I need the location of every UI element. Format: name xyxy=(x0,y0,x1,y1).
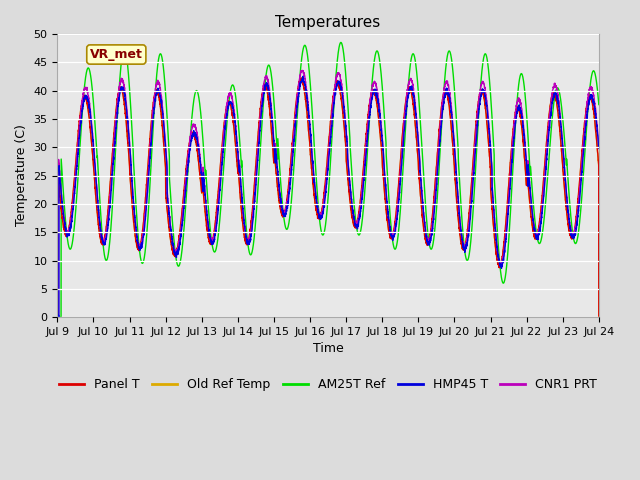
Text: VR_met: VR_met xyxy=(90,48,143,61)
Title: Temperatures: Temperatures xyxy=(275,15,381,30)
Legend: Panel T, Old Ref Temp, AM25T Ref, HMP45 T, CNR1 PRT: Panel T, Old Ref Temp, AM25T Ref, HMP45 … xyxy=(54,373,602,396)
X-axis label: Time: Time xyxy=(313,342,344,356)
Y-axis label: Temperature (C): Temperature (C) xyxy=(15,125,28,227)
